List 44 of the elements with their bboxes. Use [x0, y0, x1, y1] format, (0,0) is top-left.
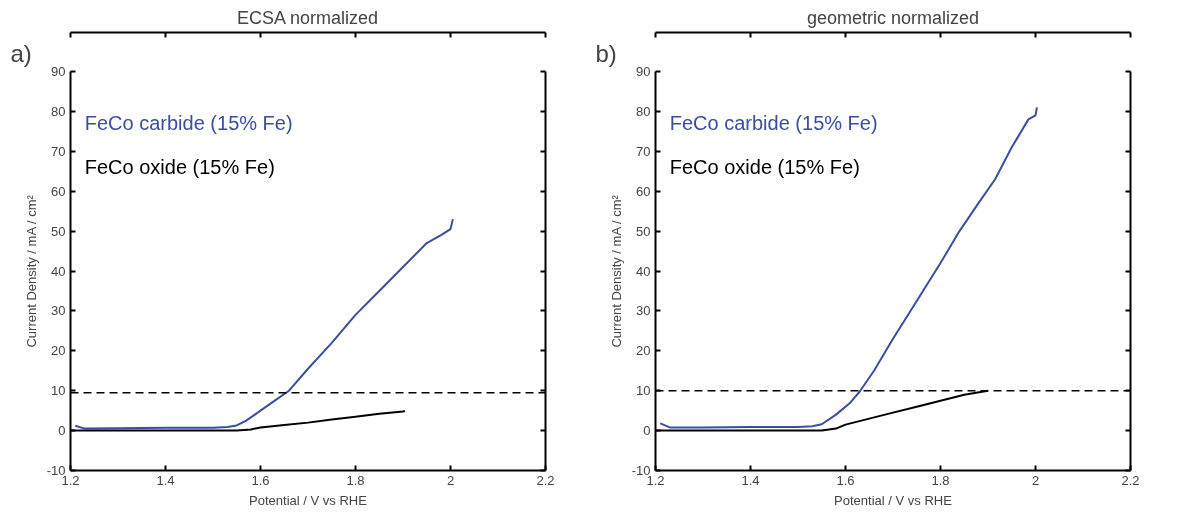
x-tick-label: 2	[446, 472, 455, 488]
text: FeCo carbide (15% Fe)	[84, 112, 293, 135]
text: FeCo oxide (15% Fe)	[84, 156, 275, 179]
y-tick-label: 60	[636, 183, 651, 199]
text: a)	[10, 39, 32, 67]
y-tick-label: 20	[636, 343, 651, 359]
x-tick-label: 2.2	[1121, 472, 1140, 488]
text: FeCo carbide (15% Fe)	[669, 112, 878, 135]
y-tick-label: 80	[636, 103, 651, 119]
x-tick-label: 1.8	[346, 472, 365, 488]
y-tick-label: 60	[51, 183, 66, 199]
chart-title: ECSA normalized	[236, 7, 379, 28]
x-tick-label: 1.8	[931, 472, 950, 488]
y-tick-label: 70	[636, 143, 651, 159]
x-tick-label: 1.6	[836, 472, 855, 488]
y-tick-label: 40	[636, 263, 651, 279]
y-tick-label: 0	[643, 423, 651, 439]
x-tick-label: 2	[1031, 472, 1040, 488]
y-tick-label: 0	[58, 423, 66, 439]
x-tick-label: 1.4	[741, 472, 760, 488]
y-tick-label: 10	[51, 383, 66, 399]
line-series	[659, 106, 1038, 429]
y-tick-label: 90	[51, 64, 66, 79]
y-axis-title: Current Density / mA / cm²	[23, 194, 39, 348]
y-tick-label: 20	[51, 343, 66, 359]
y-axis-title: Current Density / mA / cm²	[608, 194, 624, 348]
text: FeCo oxide (15% Fe)	[669, 156, 860, 179]
x-tick-label: 1.6	[251, 472, 270, 488]
y-tick-label: 70	[51, 143, 66, 159]
line-series	[74, 218, 454, 430]
y-tick-label: 10	[636, 383, 651, 399]
chart-title: geometric normalized	[806, 7, 980, 28]
y-tick-label: 50	[51, 223, 66, 239]
x-tick-label: 1.4	[156, 472, 175, 488]
y-tick-label: 30	[51, 303, 66, 319]
y-tick-label: 80	[51, 103, 66, 119]
y-tick-label: 30	[636, 303, 651, 319]
text: b)	[595, 39, 617, 67]
x-tick-label: 2.2	[536, 472, 555, 488]
x-axis-title: Potential / V vs RHE	[249, 492, 368, 508]
y-tick-label: 40	[51, 263, 66, 279]
y-tick-label: 50	[636, 223, 651, 239]
x-axis-title: Potential / V vs RHE	[834, 492, 953, 508]
y-tick-label: 90	[636, 64, 651, 79]
